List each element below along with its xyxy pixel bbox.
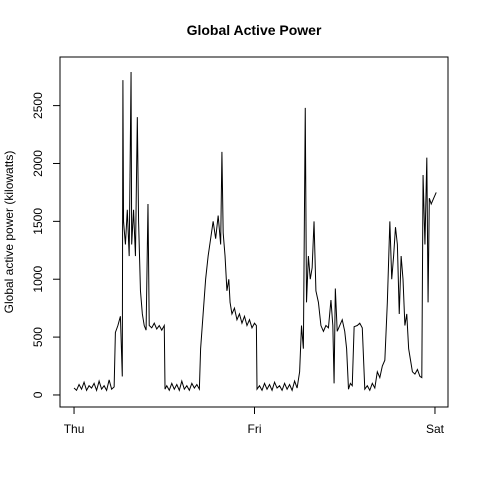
x-tick-label: Sat [426,422,445,436]
y-tick-label: 2000 [31,150,45,177]
y-tick-label: 2500 [31,92,45,119]
y-tick-label: 0 [31,391,45,398]
y-tick-label: 1500 [31,208,45,235]
y-tick-label: 1000 [31,266,45,293]
y-tick-label: 500 [31,327,45,347]
data-line [73,72,437,392]
y-axis-label: Global active power (kilowatts) [2,151,16,314]
x-tick-label: Fri [248,422,262,436]
plot-box [59,56,449,408]
chart-title: Global Active Power [187,22,322,38]
x-tick-label: Thu [64,422,85,436]
